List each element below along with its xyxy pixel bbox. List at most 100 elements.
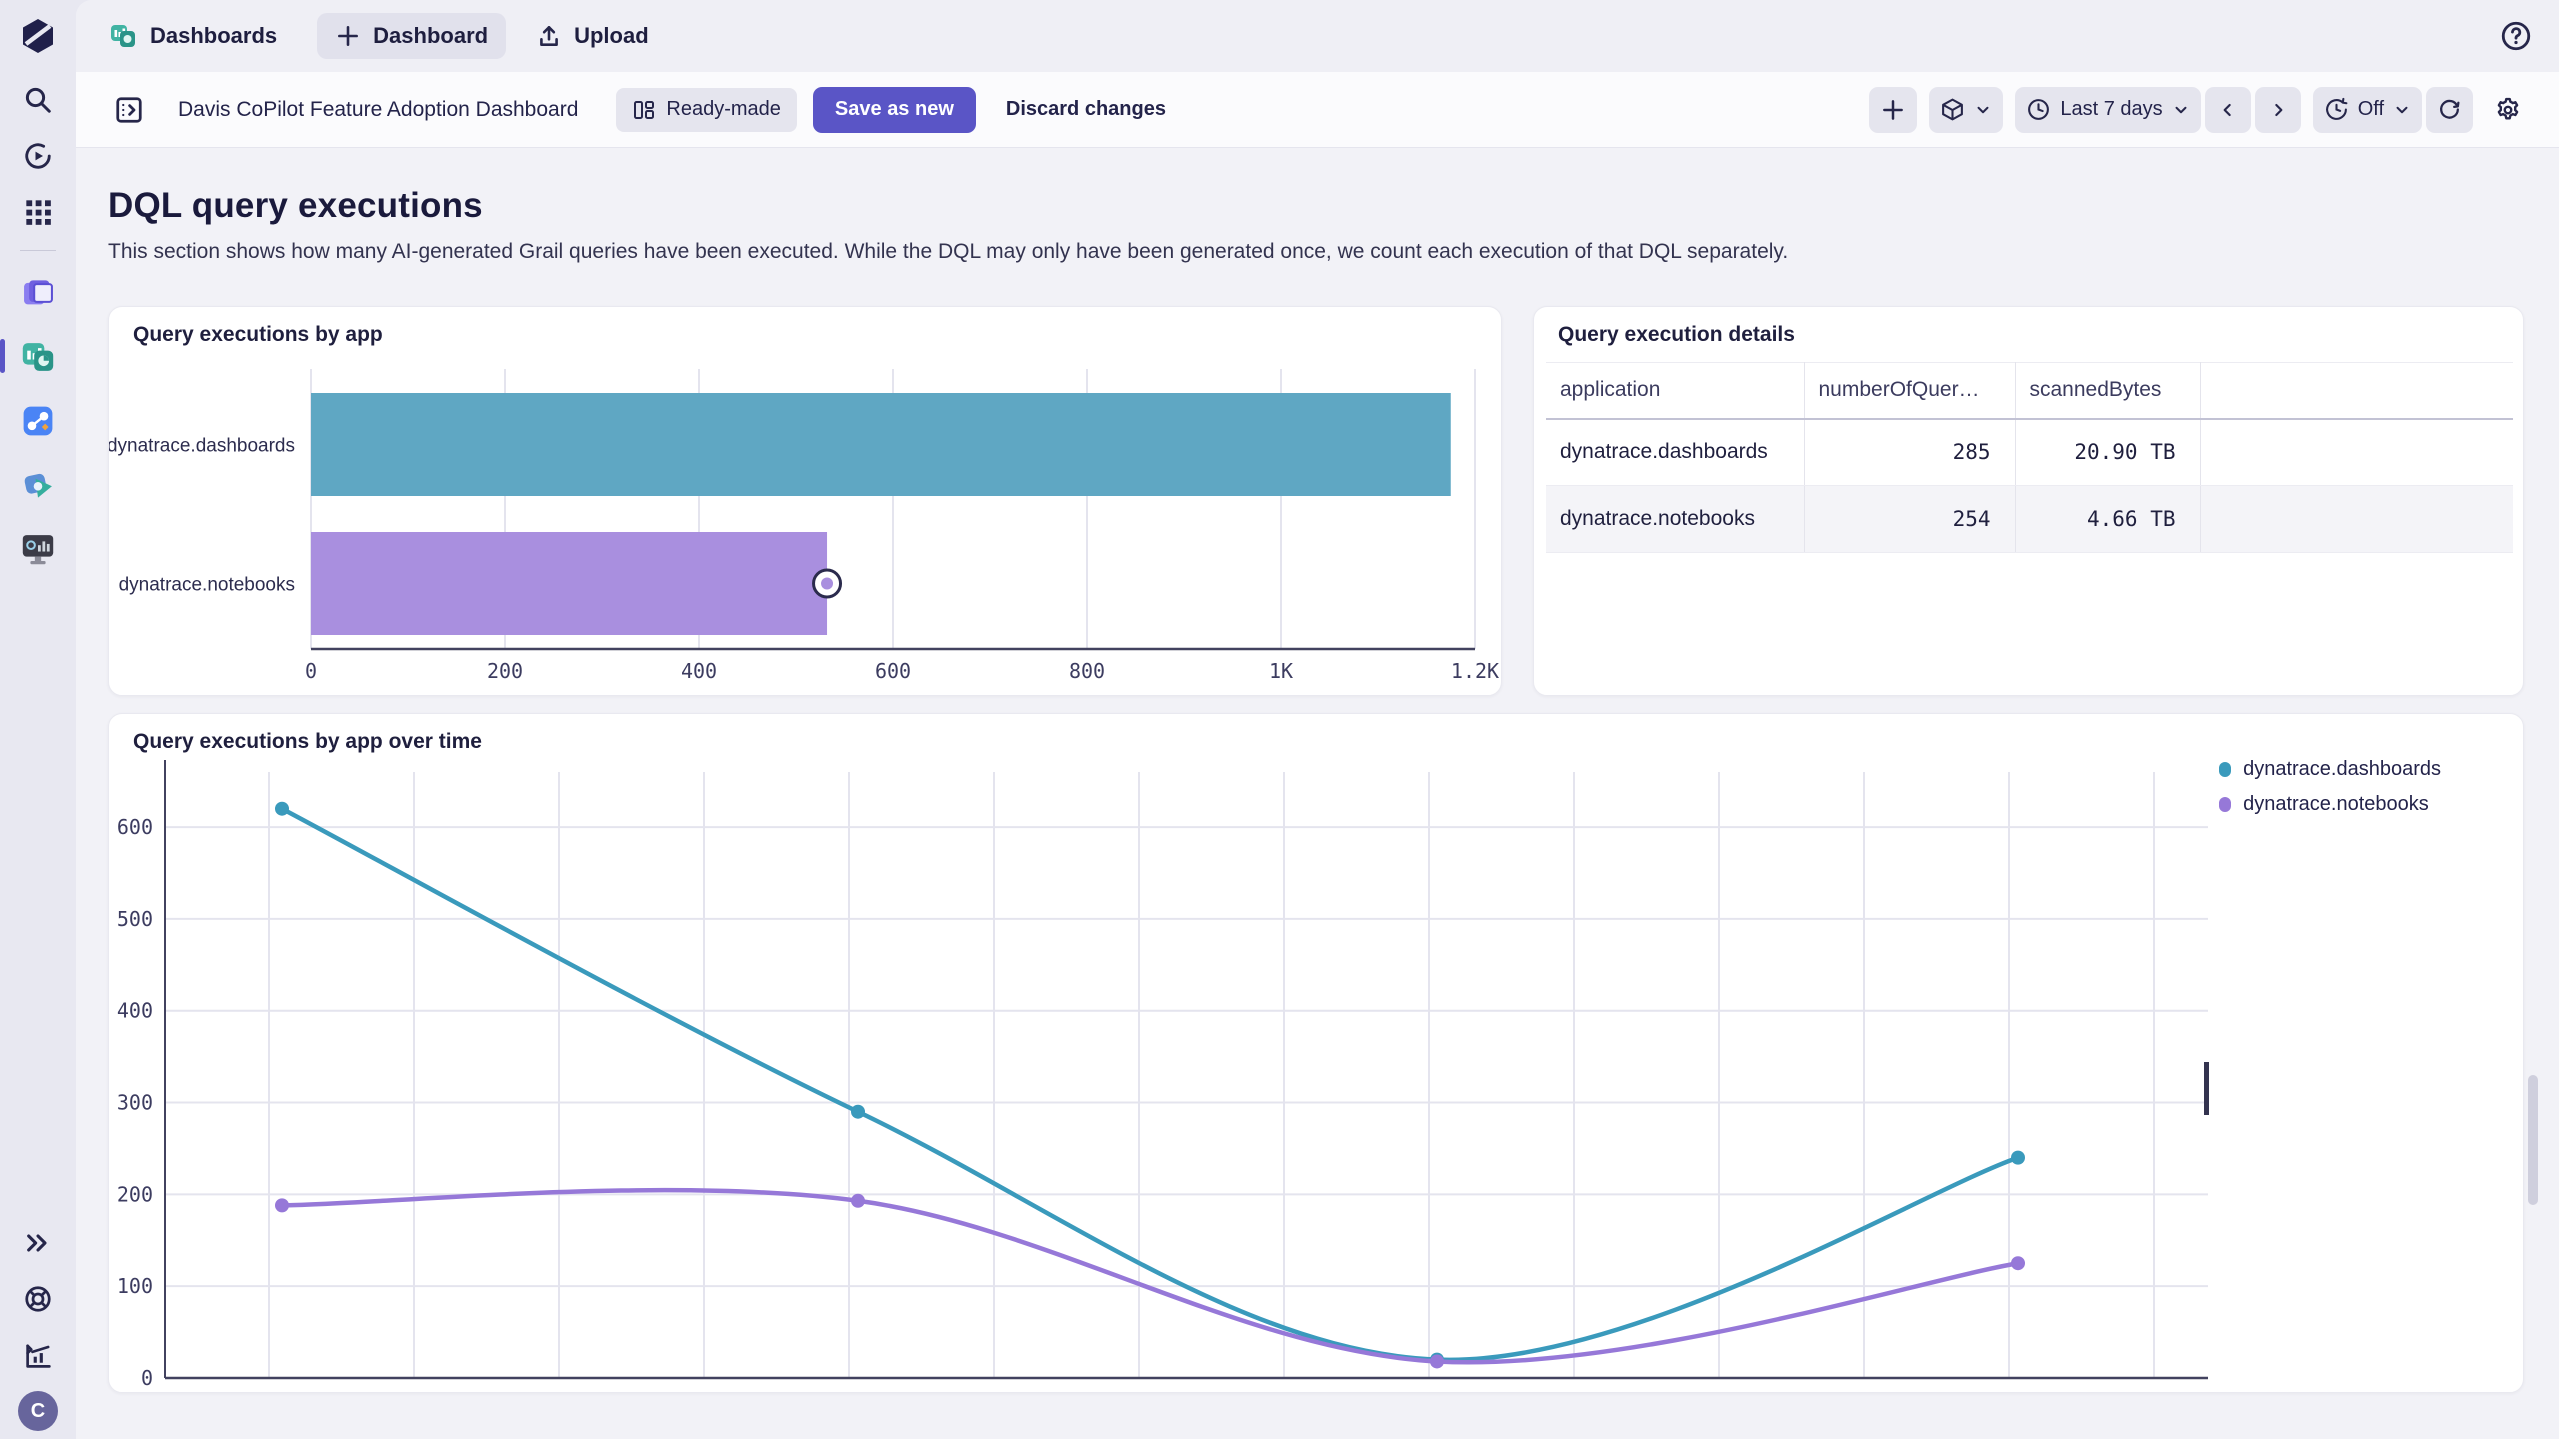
bar-category-label: dynatrace.notebooks	[119, 575, 295, 596]
save-as-new-button[interactable]: Save as new	[812, 86, 976, 133]
plus-icon	[338, 26, 359, 46]
self-monitoring-app-icon	[22, 535, 54, 565]
section-description: This section shows how many AI-generated…	[108, 240, 1789, 263]
auto-refresh-label: Off	[2357, 98, 2384, 120]
dashboard-toolbar: Davis CoPilot Feature Adoption Dashboard…	[76, 72, 2559, 148]
clock-icon	[2028, 99, 2050, 120]
bar-chart-tile[interactable]: Query executions by app 0 200 400 600 800 1K 1…	[108, 306, 1502, 696]
tab-dashboards-list[interactable]: Dashboards	[90, 11, 295, 61]
text-caret	[2204, 1062, 2209, 1115]
support-button[interactable]	[12, 1271, 64, 1327]
vertical-scrollbar-thumb[interactable]	[2528, 1075, 2538, 1205]
table-tile[interactable]: Query execution details application numb…	[1533, 306, 2524, 696]
legend-label: dynatrace.dashboards	[2243, 758, 2441, 780]
gear-icon	[2497, 97, 2519, 119]
cell-empty	[2200, 485, 2513, 553]
bar-dynatrace.dashboards[interactable]	[311, 393, 1451, 496]
all-apps-button[interactable]	[12, 184, 64, 240]
dashboard-title: Davis CoPilot Feature Adoption Dashboard	[178, 97, 579, 121]
query-details-table: application numberOfQuer… scannedBytes d…	[1546, 362, 2513, 553]
discard-changes-button[interactable]: Discard changes	[1005, 98, 1166, 120]
workflows-app-icon	[23, 406, 53, 436]
dashboard-content: DQL query executions This section shows …	[76, 148, 2559, 1393]
data-point	[275, 801, 289, 816]
ready-made-badge[interactable]: Ready-made	[616, 87, 797, 132]
y-tick-label: 500	[117, 907, 153, 931]
chevron-down-icon	[1977, 106, 1989, 113]
table-row[interactable]: dynatrace.notebooks 254 4.66 TB	[1546, 485, 2513, 553]
y-tick-label: 200	[117, 1182, 153, 1206]
chart-legend: dynatrace.dashboards dynatrace.notebooks	[2219, 758, 2441, 816]
help-button[interactable]	[2499, 19, 2533, 53]
settings-button[interactable]	[2485, 87, 2531, 133]
refresh-button[interactable]	[2426, 86, 2473, 133]
legend-item-dashboards[interactable]: dynatrace.dashboards	[2219, 758, 2441, 781]
sidebar-item-hub[interactable]	[12, 261, 64, 325]
get-started-button[interactable]	[12, 128, 64, 184]
tile-title: Query executions by app over time	[133, 730, 482, 753]
legend-item-notebooks[interactable]: dynatrace.notebooks	[2219, 793, 2441, 816]
cell-application: dynatrace.notebooks	[1546, 485, 1805, 553]
legend-dot-teal	[2219, 762, 2232, 777]
x-tick-label: 600	[875, 659, 911, 683]
sidebar-item-dashboards[interactable]	[0, 325, 64, 389]
upload-icon	[540, 26, 558, 46]
variables-menu-button[interactable]	[1929, 86, 2004, 133]
panel-toggle-icon	[116, 96, 142, 123]
auto-refresh-selector[interactable]: Off	[2312, 86, 2422, 133]
data-point	[2011, 1256, 2025, 1271]
dynatrace-logo[interactable]	[0, 0, 76, 72]
cell-application: dynatrace.dashboards	[1546, 418, 1805, 486]
sidebar-item-self-monitoring[interactable]	[12, 517, 64, 581]
column-header-scannedBytes[interactable]: scannedBytes	[2015, 362, 2201, 420]
column-header-numberOfQueries[interactable]: numberOfQuer…	[1804, 362, 2016, 420]
x-tick-label: 200	[487, 659, 523, 683]
lifebuoy-icon	[25, 1286, 51, 1312]
line-chart-tile[interactable]: Query executions by app over time dynatr…	[108, 713, 2524, 1393]
y-tick-label: 400	[117, 999, 153, 1023]
tab-current-dashboard[interactable]: Dashboard	[317, 13, 507, 59]
cell-scannedBytes: 20.90 TB	[2015, 418, 2201, 486]
badge-label: Ready-made	[666, 98, 781, 120]
main-window: Dashboards Dashboard Upload	[76, 0, 2559, 1439]
search-button[interactable]	[12, 72, 64, 128]
x-tick-label: 0	[305, 659, 317, 683]
open-panel-button[interactable]	[106, 87, 152, 133]
sidebar-item-workflows[interactable]	[12, 389, 64, 453]
dynatrace-logo-icon	[23, 19, 53, 53]
line-series-dynatrace.dashboards[interactable]	[279, 806, 2021, 1362]
bar-chart[interactable]: 0 200 400 600 800 1K 1.2K dynatrace.dashboards d…	[109, 307, 1503, 697]
refresh-icon	[2440, 99, 2460, 119]
sidebar-item-notebooks[interactable]	[12, 453, 64, 517]
chevron-left-icon	[2223, 103, 2231, 116]
tab-upload[interactable]: Upload	[518, 13, 667, 59]
expand-sidebar-button[interactable]	[12, 1215, 64, 1271]
add-tile-button[interactable]	[1869, 86, 1918, 133]
timeframe-back-button[interactable]	[2204, 86, 2251, 133]
chevron-right-icon	[2274, 103, 2283, 116]
column-header-application[interactable]: application	[1546, 362, 1805, 420]
auto-refresh-clock-icon	[2325, 97, 2348, 120]
tile-row: Query executions by app 0 200 400 600 800 1K 1…	[96, 306, 2559, 696]
legend-label: dynatrace.notebooks	[2243, 793, 2429, 815]
bar-dynatrace.notebooks[interactable]	[311, 532, 828, 635]
x-tick-label: 800	[1069, 659, 1105, 683]
sidebar-divider	[20, 250, 56, 251]
data-point	[275, 1198, 289, 1213]
package-icon	[1942, 98, 1964, 121]
user-menu-button[interactable]: C	[12, 1383, 64, 1439]
tab-label: Dashboard	[373, 23, 489, 48]
timeframe-forward-button[interactable]	[2254, 86, 2301, 133]
chevron-down-icon	[2396, 106, 2408, 113]
timeframe-selector[interactable]: Last 7 days	[2015, 86, 2201, 133]
tile-title: Query executions by app	[133, 323, 383, 346]
x-tick-label: 1K	[1269, 659, 1293, 683]
line-series-dynatrace.notebooks[interactable]	[279, 1187, 2021, 1365]
usage-button[interactable]	[12, 1327, 64, 1383]
search-icon	[25, 87, 51, 113]
cell-numberOfQueries: 285	[1804, 418, 2016, 486]
double-chevron-right-icon	[27, 1234, 47, 1252]
data-point	[1430, 1354, 1444, 1369]
line-chart[interactable]: 0 100 200 300 400 500 600	[109, 714, 2525, 1394]
table-row[interactable]: dynatrace.dashboards 285 20.90 TB	[1546, 418, 2513, 486]
